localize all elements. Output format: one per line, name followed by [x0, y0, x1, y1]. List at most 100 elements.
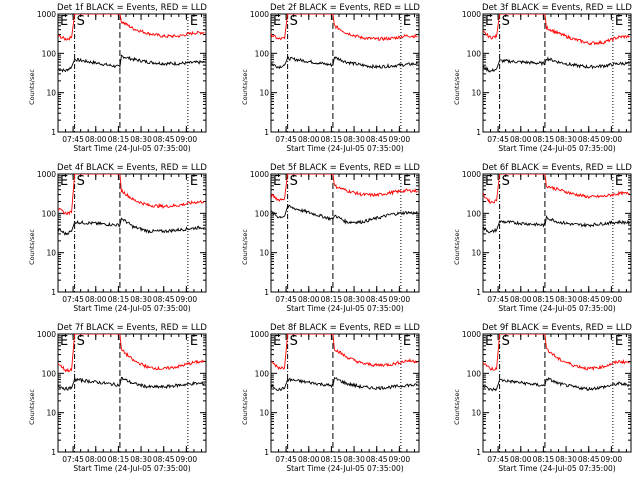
y-tick-label: 1	[51, 288, 56, 297]
x-tick-label: 08:15	[533, 135, 555, 144]
y-axis-label: Counts/sec	[453, 229, 461, 265]
x-axis-label: Start Time (24-Jul-05 07:35:00)	[286, 304, 403, 313]
start-e-marker: E	[273, 334, 281, 349]
y-tick-label: 10	[46, 89, 56, 98]
x-tick-label: 08:15	[533, 295, 555, 304]
x-tick-label: 07:45	[487, 455, 509, 464]
x-tick-label: 09:00	[389, 455, 411, 464]
x-tick-label: 08:00	[85, 135, 107, 144]
y-tick-label: 1000	[250, 10, 269, 19]
end-e-marker: E	[403, 174, 411, 189]
y-tick-label: 10	[259, 89, 269, 98]
start-e-marker: E	[485, 334, 493, 349]
y-tick-label: 10	[471, 409, 481, 418]
y-tick-label: 1	[476, 448, 481, 457]
plot-frame	[482, 333, 632, 453]
y-tick-label: 100	[255, 209, 270, 218]
saa-start-marker: S	[77, 14, 85, 29]
series-line-lld	[58, 174, 205, 216]
plot-frame	[270, 333, 420, 453]
end-e-marker: E	[190, 334, 198, 349]
x-tick-label: 08:00	[85, 455, 107, 464]
y-tick-label: 1	[476, 128, 481, 137]
panel-title: Det 1f BLACK = Events, RED = LLD	[57, 3, 207, 13]
x-tick-label: 08:30	[130, 135, 152, 144]
y-tick-label: 1000	[250, 330, 269, 339]
panel-det-7: Det 7f BLACK = Events, RED = LLD 1 10 100 10…	[28, 323, 207, 473]
y-tick-label: 100	[467, 209, 482, 218]
x-tick-label: 08:00	[298, 135, 320, 144]
x-tick-label: 09:00	[601, 135, 623, 144]
x-tick-label: 08:15	[321, 295, 343, 304]
y-axis-label: Counts/sec	[28, 389, 36, 425]
series-line-lld	[483, 334, 630, 372]
end-e-marker: E	[190, 174, 198, 189]
series-line-lld	[271, 334, 418, 371]
x-tick-label: 08:15	[321, 135, 343, 144]
panel-det-8: Det 8f BLACK = Events, RED = LLD 1 10 100 10…	[241, 323, 420, 473]
series-line-events	[58, 376, 205, 391]
start-e-marker: E	[273, 174, 281, 189]
x-tick-label: 08:30	[130, 455, 152, 464]
plot-frame	[270, 13, 420, 133]
x-tick-label: 07:45	[487, 135, 509, 144]
x-tick-label: 09:00	[601, 455, 623, 464]
x-tick-label: 07:45	[275, 295, 297, 304]
x-tick-label: 08:30	[555, 135, 577, 144]
x-tick-label: 08:45	[153, 135, 175, 144]
y-tick-label: 1000	[37, 170, 56, 179]
plot-frame	[482, 173, 632, 293]
panel-det-2: Det 2f BLACK = Events, RED = LLD 1 10 100 10…	[241, 3, 420, 153]
panel-det-5: Det 5f BLACK = Events, RED = LLD 1 10 100 10…	[241, 163, 420, 313]
panel-title: Det 7f BLACK = Events, RED = LLD	[57, 323, 207, 333]
x-tick-label: 08:00	[510, 295, 532, 304]
end-e-marker: E	[615, 174, 623, 189]
panel-title: Det 6f BLACK = Events, RED = LLD	[482, 163, 632, 173]
x-tick-label: 08:15	[108, 455, 130, 464]
x-tick-label: 09:00	[389, 295, 411, 304]
x-tick-label: 08:30	[555, 455, 577, 464]
y-axis-label: Counts/sec	[241, 389, 249, 425]
x-tick-label: 07:45	[275, 455, 297, 464]
x-tick-label: 08:30	[555, 295, 577, 304]
series-line-events	[58, 54, 205, 73]
y-tick-label: 1	[51, 448, 56, 457]
x-axis-label: Start Time (24-Jul-05 07:35:00)	[498, 464, 615, 473]
series-line-lld	[58, 14, 205, 41]
y-tick-label: 1	[476, 288, 481, 297]
plot-frame	[482, 13, 632, 133]
x-tick-label: 07:45	[62, 455, 84, 464]
series-line-lld	[271, 14, 418, 42]
end-e-marker: E	[615, 14, 623, 29]
end-e-marker: E	[403, 14, 411, 29]
series-line-events	[58, 217, 205, 236]
y-tick-label: 10	[259, 249, 269, 258]
series-line-lld	[483, 14, 630, 46]
y-tick-label: 1000	[37, 330, 56, 339]
x-tick-label: 08:45	[578, 455, 600, 464]
y-tick-label: 1	[264, 128, 269, 137]
x-tick-label: 07:45	[62, 295, 84, 304]
y-axis-label: Counts/sec	[453, 69, 461, 105]
series-line-lld	[271, 174, 418, 203]
plot-frame	[57, 13, 207, 133]
y-axis-label: Counts/sec	[453, 389, 461, 425]
saa-start-marker: S	[290, 14, 298, 29]
plot-frame	[57, 333, 207, 453]
y-axis-label: Counts/sec	[28, 229, 36, 265]
x-tick-label: 08:30	[343, 455, 365, 464]
x-tick-label: 08:45	[366, 455, 388, 464]
x-tick-label: 07:45	[275, 135, 297, 144]
x-tick-label: 07:45	[487, 295, 509, 304]
saa-start-marker: S	[290, 174, 298, 189]
x-axis-label: Start Time (24-Jul-05 07:35:00)	[498, 304, 615, 313]
panel-det-6: Det 6f BLACK = Events, RED = LLD 1 10 100 10…	[453, 163, 632, 313]
saa-start-marker: S	[502, 14, 510, 29]
x-tick-label: 08:45	[366, 135, 388, 144]
start-e-marker: E	[485, 14, 493, 29]
x-tick-label: 08:30	[343, 295, 365, 304]
panel-det-4: Det 4f BLACK = Events, RED = LLD 1 10 100 10…	[28, 163, 207, 313]
saa-start-marker: S	[77, 174, 85, 189]
series-line-events	[271, 376, 418, 391]
end-e-marker: E	[615, 334, 623, 349]
